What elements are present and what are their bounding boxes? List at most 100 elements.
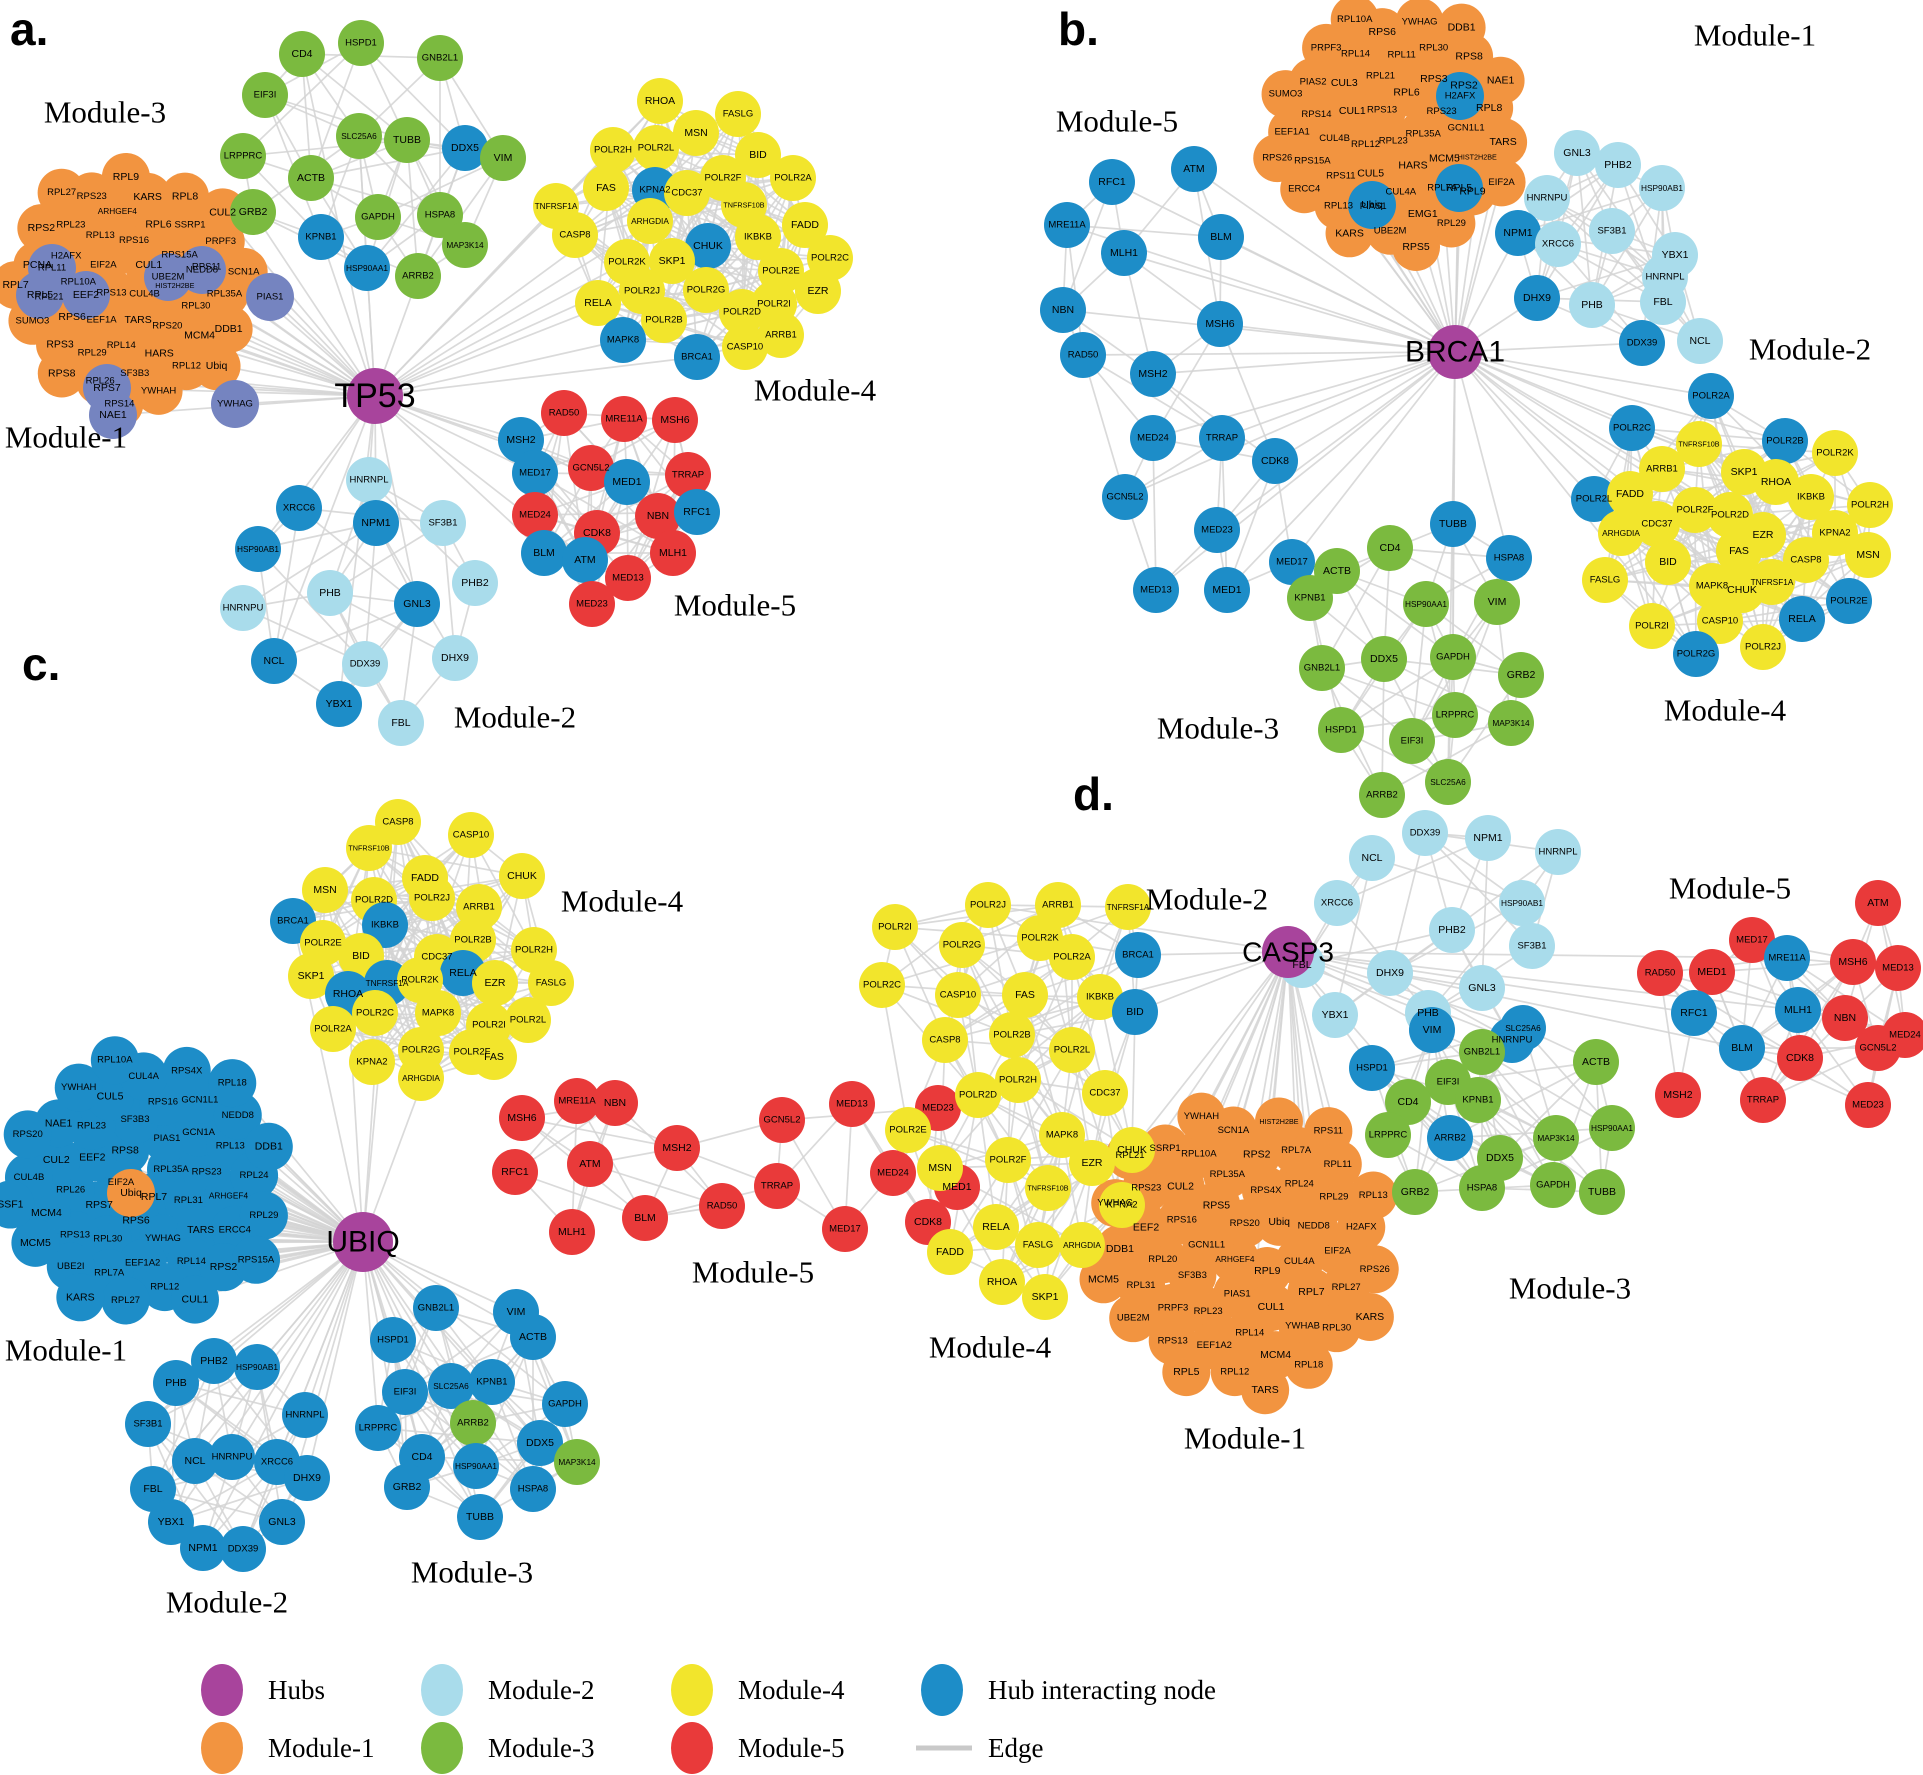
node-label-RPS23: RPS23 — [1427, 106, 1457, 117]
node-label-RPS3: RPS3 — [46, 339, 74, 351]
node-NBN — [1822, 995, 1868, 1041]
node-CD4 — [1367, 525, 1413, 571]
node-EEF2 — [62, 271, 110, 319]
node-label-CASP8: CASP8 — [559, 230, 590, 241]
node-label-DDB1: DDB1 — [1448, 22, 1476, 34]
node-label-YWHAG: YWHAG — [1097, 1198, 1133, 1209]
node-label-CUL4B: CUL4B — [1319, 133, 1350, 144]
node-label-CUL3: CUL3 — [1331, 77, 1358, 89]
node-label-MCM4: MCM4 — [184, 329, 215, 341]
node-label-XRCC6: XRCC6 — [1321, 898, 1353, 909]
node-label-DHX9: DHX9 — [441, 652, 469, 664]
node-label-GNB2L1: GNB2L1 — [1464, 1047, 1500, 1058]
node-ARHGDIA — [398, 1055, 444, 1101]
node-label-NPM1: NPM1 — [361, 517, 390, 529]
node-POLR2J — [1740, 624, 1786, 670]
node-MED17 — [512, 450, 558, 496]
node-label-ACTB: ACTB — [1323, 565, 1351, 577]
node-RELA — [973, 1204, 1019, 1250]
node-label-ERCC4: ERCC4 — [1288, 184, 1320, 195]
node-label-MLH1: MLH1 — [1784, 1004, 1812, 1016]
node-POLR2L — [633, 125, 679, 171]
node-MAP3K14 — [1533, 1115, 1579, 1161]
node-label-PHB2: PHB2 — [461, 577, 489, 589]
node-label-DDX5: DDX5 — [1486, 1152, 1514, 1164]
node-SLC25A6 — [1425, 759, 1471, 805]
node-KPNB1 — [469, 1359, 515, 1405]
node-DDX39 — [1402, 810, 1448, 856]
node-NPM1 — [1465, 815, 1511, 861]
node-label-EZR: EZR — [485, 977, 506, 989]
node-TUBB — [1579, 1169, 1625, 1215]
node-label-RPL5: RPL5 — [1173, 1366, 1199, 1378]
legend-label: Module-4 — [738, 1675, 845, 1705]
edge — [1216, 351, 1456, 531]
node-POLR2A — [770, 155, 816, 201]
node-label-MSH2: MSH2 — [1138, 368, 1167, 380]
node-label-TNFRSF1A: TNFRSF1A — [1751, 577, 1794, 587]
legend-label: Module-5 — [738, 1733, 844, 1763]
node-label-BID: BID — [1659, 556, 1677, 568]
node-label-CUL1: CUL1 — [1258, 1301, 1285, 1313]
node-label-IKBKB: IKBKB — [1086, 992, 1114, 1003]
legend-swatch-hubs — [201, 1664, 243, 1716]
node-LRPPRC — [1432, 692, 1478, 738]
node-TRRAP — [1740, 1077, 1786, 1123]
node-label-LRPPRC: LRPPRC — [1436, 710, 1475, 721]
edge — [404, 1336, 534, 1393]
node-ARRB1 — [1639, 446, 1685, 492]
node-label-RFC1: RFC1 — [501, 1166, 529, 1178]
node-label-HNRNPU: HNRNPU — [1492, 1035, 1533, 1046]
node-label-SLC25A6: SLC25A6 — [433, 1381, 469, 1391]
edge — [304, 1241, 364, 1416]
node-label-BRCA1: BRCA1 — [1122, 950, 1154, 961]
blob-node-KARS — [1345, 1292, 1394, 1341]
node-RPL5 — [1435, 164, 1483, 212]
node-label-FBL: FBL — [143, 1483, 162, 1495]
node-label-RPL10A: RPL10A — [1181, 1149, 1217, 1160]
edge — [1291, 351, 1456, 563]
edge — [306, 1241, 364, 1479]
hub-TP53 — [347, 368, 403, 424]
node-label-CDK8: CDK8 — [583, 527, 611, 539]
node-label-SKP1: SKP1 — [1731, 466, 1758, 478]
hub-UBIQ — [333, 1212, 393, 1272]
node-label-CASP8: CASP8 — [382, 817, 413, 828]
edge — [264, 94, 408, 141]
node-SKP1 — [288, 953, 334, 999]
node-label-TNFRSF1A: TNFRSF1A — [1107, 902, 1150, 912]
node-label-CHUK: CHUK — [1117, 1144, 1147, 1156]
node-label-CD4: CD4 — [411, 1451, 432, 1463]
node-label-POLR2G: POLR2G — [1677, 649, 1716, 660]
panel-letter-b: b. — [1058, 3, 1099, 55]
node-MED17 — [1729, 917, 1775, 963]
node-BID — [1645, 539, 1691, 585]
node-XRCC6 — [1535, 221, 1581, 267]
node-ARRB2 — [1359, 772, 1405, 818]
node-POLR2A — [310, 1006, 356, 1052]
node-label-PIAS1: PIAS1 — [257, 292, 284, 303]
node-label-BLM: BLM — [1731, 1042, 1753, 1054]
node-GNL3 — [1459, 965, 1505, 1011]
node-POLR2G — [683, 267, 729, 313]
node-RAD50 — [1637, 950, 1683, 996]
node-label-RPL29: RPL29 — [1437, 218, 1466, 229]
node-label-NBN: NBN — [604, 1097, 626, 1109]
edge — [364, 522, 377, 665]
node-RFC1 — [674, 489, 720, 535]
node-MAP3K14 — [442, 222, 488, 268]
node-label-SLC25A6: SLC25A6 — [1505, 1023, 1541, 1033]
module-label: Module-2 — [454, 700, 576, 735]
node-label-PHB2: PHB2 — [200, 1355, 228, 1367]
node-label-BID: BID — [1126, 1006, 1144, 1018]
node-label-FASLG: FASLG — [1023, 1240, 1054, 1251]
node-label-GAPDH: GAPDH — [361, 212, 395, 223]
node-FAS — [1002, 972, 1048, 1018]
blob-node-MCM5 — [1079, 1255, 1128, 1304]
node-label-YWHAB: YWHAB — [1285, 1321, 1320, 1332]
edge — [202, 1241, 364, 1549]
node-MED17 — [1269, 539, 1315, 585]
node-label-FASLG: FASLG — [536, 978, 567, 989]
edge — [1576, 152, 1593, 306]
node-HSP90AB1 — [1639, 165, 1685, 211]
